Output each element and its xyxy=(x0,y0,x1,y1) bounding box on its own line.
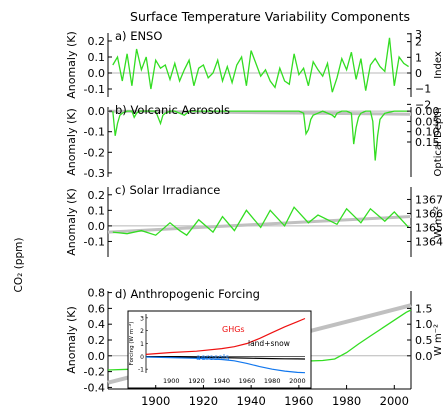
inset-chart: 3 2 1 0 -1 1900 1920 1940 1960 1980 2000 Forcing (W… xyxy=(127,310,312,389)
panel-label: c) Solar Irradiance xyxy=(115,183,220,197)
inset-x-tick-label: 1960 xyxy=(239,377,256,385)
right-axis-label: Optical Depth xyxy=(433,108,444,177)
right-tick-label: 3 xyxy=(415,28,422,41)
inset-x-tick-label: 1980 xyxy=(264,377,281,385)
series-line xyxy=(112,206,410,237)
inset-x-tick-label: 1940 xyxy=(213,377,230,385)
right-tick-label: −1 xyxy=(415,83,431,96)
y-tick-label: -0.2 xyxy=(84,366,105,379)
right-axis-label: Index xyxy=(433,51,444,79)
shared-x-axis: 1900 1920 1940 1960 1980 2000 xyxy=(108,385,411,407)
aerosols-series-line xyxy=(145,356,306,374)
ghg-series-line xyxy=(145,317,306,355)
right-tick-label: 1.0 xyxy=(415,318,433,331)
series-line xyxy=(112,110,409,161)
panel-label: a) ENSO xyxy=(115,29,162,43)
inset-y-tick-label: 1 xyxy=(140,341,144,348)
right-tick-label: 0.00 xyxy=(415,105,440,118)
inset-x-tick-label: 1900 xyxy=(163,377,180,385)
y-tick-label: -0.3 xyxy=(84,167,105,180)
aerosols-label: aerosols xyxy=(196,353,229,362)
panel-1: 0.0 -0.1 -0.2 -0.3 0.000.050.100.15 b) Volcan… xyxy=(65,103,444,180)
inset-y-tick-label: 2 xyxy=(140,328,144,335)
inset-y-axis-label: Forcing (W m⁻²) xyxy=(128,322,135,366)
inset-y-tick-label: 3 xyxy=(140,315,144,322)
right-tick-label: 1366 xyxy=(415,207,443,220)
right-tick-label: 1365 xyxy=(415,221,443,234)
x-tick-label: 1980 xyxy=(332,394,361,407)
right-tick-label: 0 xyxy=(415,67,422,80)
y-tick-label: -0.4 xyxy=(84,381,105,394)
inset-y-tick-label: -1 xyxy=(138,367,144,374)
right-tick-label: −2 xyxy=(415,98,431,111)
panel-0: 0.2 0.1 0.0 -0.1 32 1 0 −1 −2 a) ENSO Anomaly (K) I… xyxy=(65,28,444,112)
right-tick-label: 0.05 xyxy=(415,115,440,128)
x-tick-label: 1940 xyxy=(237,394,266,407)
y-axis-label: Anomaly (K) xyxy=(65,108,78,176)
y-axis-label: Anomaly (K) xyxy=(65,188,78,256)
y-axis-label: Anomaly (K) xyxy=(65,306,78,374)
right-tick-label: 0.10 xyxy=(415,126,440,139)
left-side-label: CO₂ (ppm) xyxy=(13,238,25,293)
y-tick-label: 0.0 xyxy=(88,105,106,118)
right-tick-label: 1 xyxy=(415,51,422,64)
y-tick-label: 0.4 xyxy=(88,318,106,331)
inset-y-tick-label: 0 xyxy=(140,354,144,361)
y-axis-label: Anomaly (K) xyxy=(65,31,78,99)
y-tick-label: 0.0 xyxy=(88,220,106,233)
right-axis-label: W m⁻² xyxy=(433,206,444,238)
right-tick-label: 2 xyxy=(415,36,422,49)
land-snow-label: land+snow xyxy=(248,339,290,348)
right-tick-label: 1367 xyxy=(415,193,443,206)
chart-title: Surface Temperature Variability Componen… xyxy=(130,9,410,24)
right-tick-label: 0.5 xyxy=(415,334,433,347)
y-tick-label: 0.0 xyxy=(88,67,106,80)
y-tick-label: 0.2 xyxy=(88,189,106,202)
y-tick-label: 0.1 xyxy=(88,204,106,217)
x-tick-label: 1920 xyxy=(189,394,218,407)
x-tick-label: 2000 xyxy=(380,394,409,407)
y-tick-label: -0.1 xyxy=(84,235,105,248)
right-tick-label: 0.15 xyxy=(415,136,440,149)
ghg-label: GHGs xyxy=(222,325,245,334)
right-tick-label: 0.0 xyxy=(415,350,433,363)
panel-label: d) Anthropogenic Forcing xyxy=(115,287,260,301)
y-tick-label: 0.1 xyxy=(88,51,106,64)
y-tick-label: -0.1 xyxy=(84,126,105,139)
inset-x-tick-label: 1920 xyxy=(188,377,205,385)
x-tick-label: 1900 xyxy=(141,394,170,407)
y-tick-label: 0.0 xyxy=(88,350,106,363)
panel-3: 0.8 0.6 0.4 0.2 0.0 -0.2 -0.4 1.5 1.0 0.5 0.0 d) An… xyxy=(65,287,444,395)
y-tick-label: 0.2 xyxy=(88,334,106,347)
right-tick-label: 1364 xyxy=(415,235,443,248)
land-snow-series-line xyxy=(145,356,306,360)
panel-label: b) Volcanic Aerosols xyxy=(115,103,230,117)
y-tick-label: 0.6 xyxy=(88,302,106,315)
y-tick-label: 0.2 xyxy=(88,35,106,48)
trend-line xyxy=(107,215,412,234)
right-axis-label: W m⁻² xyxy=(433,324,444,356)
inset-x-tick-label: 2000 xyxy=(289,377,306,385)
right-tick-label: 1.5 xyxy=(415,302,433,315)
inset-frame xyxy=(127,310,312,389)
y-tick-label: -0.1 xyxy=(84,83,105,96)
y-tick-label: 0.8 xyxy=(88,287,106,300)
y-tick-label: -0.2 xyxy=(84,146,105,159)
x-tick-label: 1960 xyxy=(284,394,313,407)
series-line xyxy=(112,37,409,93)
